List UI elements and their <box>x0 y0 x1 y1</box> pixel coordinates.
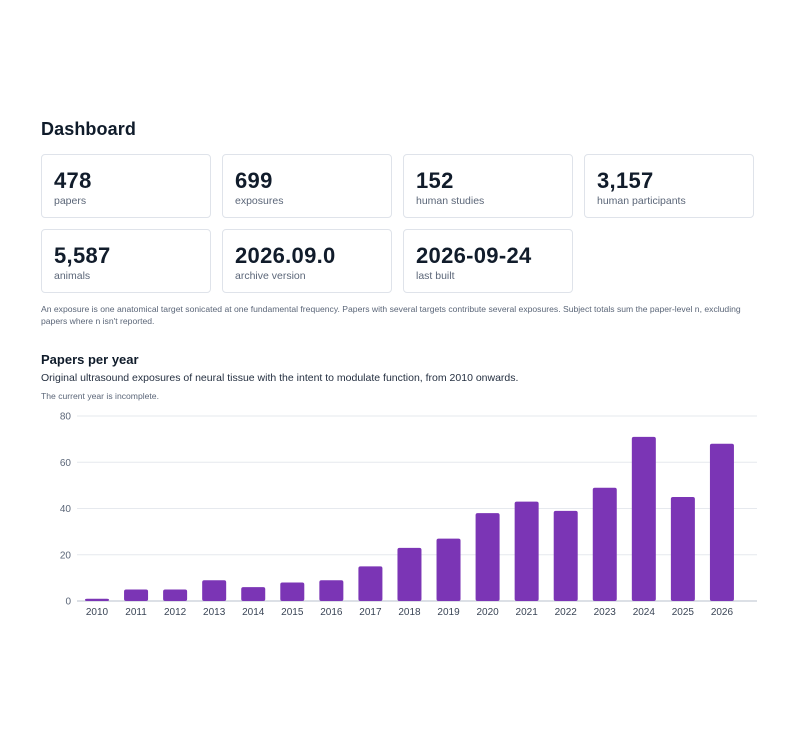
y-tick-label: 60 <box>60 458 72 469</box>
x-tick-label: 2019 <box>437 607 460 618</box>
stat-label: human studies <box>416 195 485 207</box>
bar <box>592 487 617 601</box>
stat-value: 3,157 <box>597 168 654 193</box>
bar <box>124 589 149 601</box>
bar <box>319 580 344 601</box>
bar <box>397 547 422 601</box>
bar <box>514 501 539 601</box>
bar <box>241 587 266 601</box>
stat-card-human-studies: 152 human studies <box>403 154 573 218</box>
bar <box>553 510 578 601</box>
chart-subtitle: Original ultrasound exposures of neural … <box>41 372 519 384</box>
bar <box>631 436 656 601</box>
x-tick-label: 2024 <box>633 607 656 618</box>
x-tick-label: 2015 <box>281 607 304 618</box>
stat-value: 2026.09.0 <box>235 243 336 268</box>
x-tick-label: 2010 <box>86 607 109 618</box>
x-tick-label: 2018 <box>398 607 421 618</box>
x-tick-label: 2011 <box>125 607 147 618</box>
papers-per-year-chart: 0 20 40 60 80 2010 2011 2012 2013 2014 2015 2016 201… <box>60 412 757 618</box>
bar <box>709 443 734 601</box>
stat-label: archive version <box>235 270 306 282</box>
stat-card-human-participants: 3,157 human participants <box>584 154 754 218</box>
bar <box>358 566 383 601</box>
stat-value: 2026-09-24 <box>416 243 532 268</box>
x-tick-label: 2020 <box>476 607 499 618</box>
x-tick-label: 2021 <box>516 607 539 618</box>
exposure-note: An exposure is one anatomical target son… <box>41 304 741 326</box>
bar <box>202 580 227 601</box>
stat-card-exposures: 699 exposures <box>222 154 392 218</box>
stat-label: animals <box>54 270 91 282</box>
bar <box>670 496 695 601</box>
stat-value: 478 <box>54 168 92 193</box>
x-tick-label: 2023 <box>594 607 617 618</box>
stat-card-last-built: 2026-09-24 last built <box>403 229 573 293</box>
x-tick-label: 2026 <box>711 607 734 618</box>
stat-label: papers <box>54 195 87 207</box>
bar <box>163 589 188 601</box>
x-tick-label: 2016 <box>320 607 343 618</box>
y-tick-label: 0 <box>65 597 71 608</box>
chart-title: Papers per year <box>41 352 139 367</box>
x-tick-label: 2012 <box>164 607 187 618</box>
y-tick-label: 80 <box>60 412 72 423</box>
bar <box>85 598 109 601</box>
page-title: Dashboard <box>41 119 136 139</box>
stat-card-papers: 478 papers <box>41 154 211 218</box>
stat-label: human participants <box>597 195 686 207</box>
stat-label: exposures <box>235 195 284 207</box>
x-tick-label: 2025 <box>672 607 695 618</box>
stat-value: 152 <box>416 168 454 193</box>
x-tick-label: 2017 <box>359 607 382 618</box>
x-tick-label: 2013 <box>203 607 226 618</box>
y-tick-label: 40 <box>60 504 72 515</box>
stat-card-animals: 5,587 animals <box>41 229 211 293</box>
x-tick-label: 2022 <box>555 607 578 618</box>
bar <box>436 538 461 601</box>
stat-value: 699 <box>235 168 273 193</box>
chart-note: The current year is incomplete. <box>41 391 159 401</box>
bar <box>280 582 305 601</box>
stat-card-archive-version: 2026.09.0 archive version <box>222 229 392 293</box>
bar <box>475 513 500 601</box>
y-tick-label: 20 <box>60 550 72 561</box>
stat-label: last built <box>416 270 455 282</box>
stat-value: 5,587 <box>54 243 111 268</box>
x-tick-label: 2014 <box>242 607 265 618</box>
